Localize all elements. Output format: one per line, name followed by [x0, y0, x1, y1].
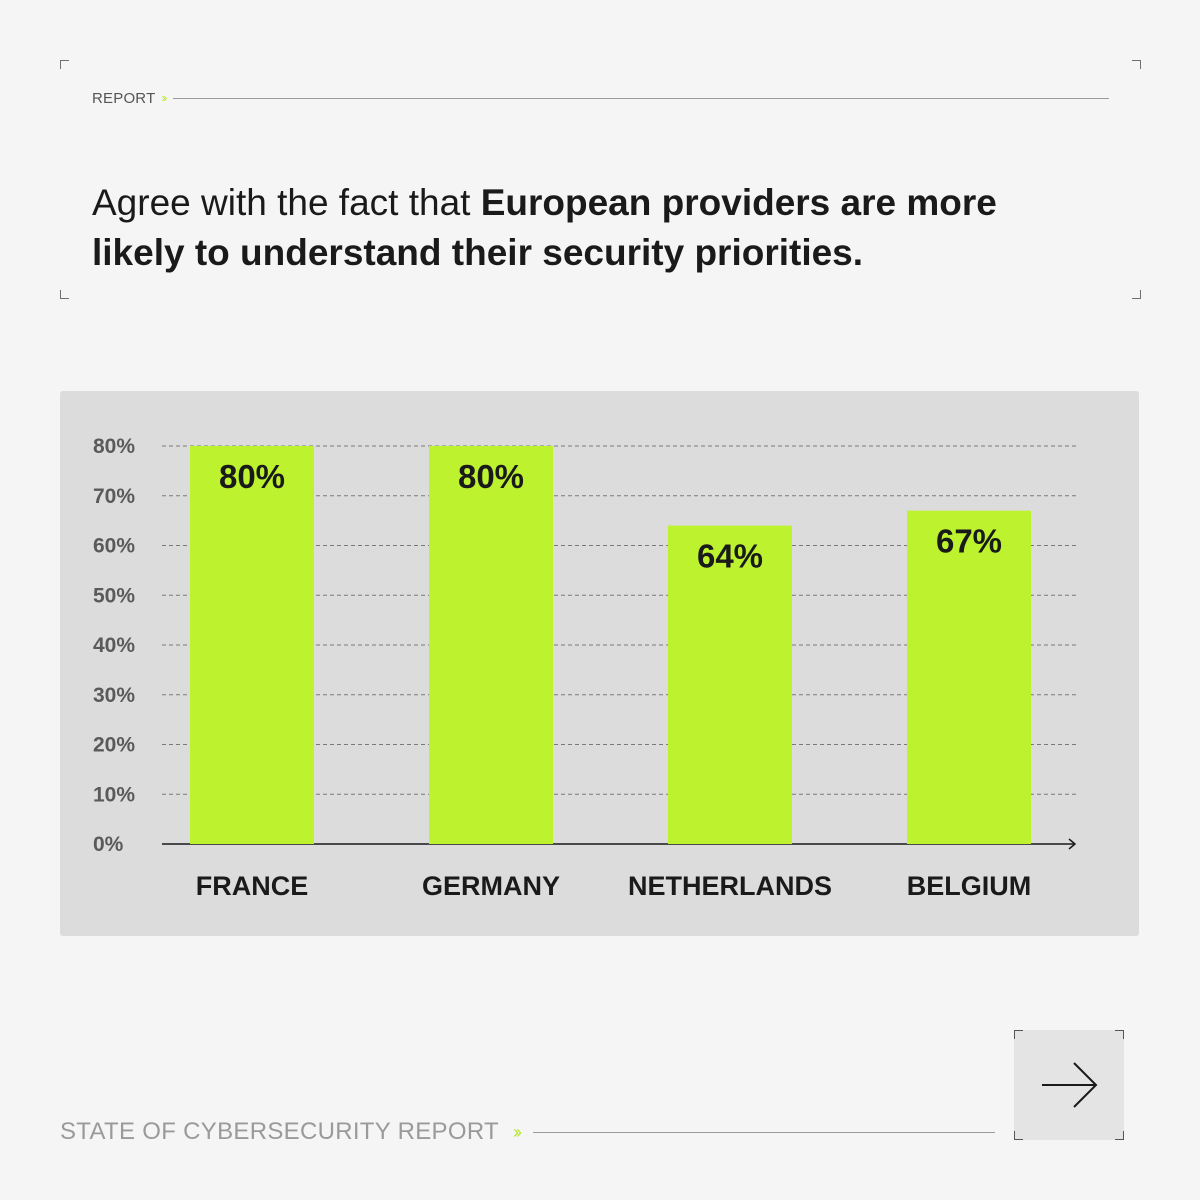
page-title: Agree with the fact that European provid…	[92, 178, 1092, 278]
bar	[190, 446, 314, 844]
chart-panel: 0% 10% 20% 30% 40% 50% 60% 70% 80% 80% FRANCE 80% GE…	[60, 391, 1139, 936]
bar	[429, 446, 553, 844]
footer-divider	[533, 1131, 995, 1133]
y-tick-label: 0%	[93, 833, 124, 856]
footer: STATE OF CYBERSECURITY REPORT ››	[60, 1118, 995, 1146]
button-corner-top-left	[1014, 1030, 1023, 1039]
button-corner-bottom-right	[1115, 1131, 1124, 1140]
y-tick-label: 80%	[93, 435, 135, 458]
button-corner-top-right	[1115, 1030, 1124, 1039]
arrow-right-icon	[1042, 1062, 1098, 1108]
button-corner-bottom-left	[1014, 1131, 1023, 1140]
chevron-right-icon: ››	[161, 91, 167, 105]
report-header: REPORT ››	[92, 88, 1109, 108]
y-tick-label: 50%	[93, 584, 135, 607]
report-label: REPORT	[92, 89, 156, 107]
y-tick-label: 10%	[93, 783, 135, 806]
headline-bold: European providers are more likely to un…	[92, 182, 997, 273]
frame-corner-bottom-left	[60, 290, 69, 299]
bar	[668, 525, 792, 844]
frame-corner-top-right	[1132, 60, 1141, 69]
y-tick-label: 70%	[93, 485, 135, 508]
bar-value-label: 67%	[936, 523, 1002, 560]
y-tick-label: 40%	[93, 634, 135, 657]
chevron-right-icon: ››	[513, 1121, 522, 1142]
x-category-label: NETHERLANDS	[628, 871, 832, 901]
x-category-label: BELGIUM	[907, 871, 1032, 901]
y-tick-label: 30%	[93, 684, 135, 707]
frame-corner-top-left	[60, 60, 69, 69]
bar-chart: 0% 10% 20% 30% 40% 50% 60% 70% 80% 80% FRANCE 80% GE…	[93, 435, 1077, 901]
x-category-label: GERMANY	[422, 871, 560, 901]
bar-value-label: 80%	[458, 458, 524, 495]
y-tick-label: 60%	[93, 535, 135, 558]
bar-value-label: 80%	[219, 458, 285, 495]
header-divider	[173, 97, 1109, 99]
headline-regular: Agree with the fact that	[92, 182, 481, 223]
frame-corner-bottom-right	[1132, 290, 1141, 299]
next-button[interactable]	[1014, 1030, 1124, 1140]
x-axis-arrow-icon	[1068, 838, 1077, 850]
y-tick-label: 20%	[93, 734, 135, 757]
footer-label: STATE OF CYBERSECURITY REPORT	[60, 1118, 499, 1145]
x-category-label: FRANCE	[196, 871, 309, 901]
bar	[907, 510, 1031, 844]
bar-value-label: 64%	[697, 538, 763, 575]
